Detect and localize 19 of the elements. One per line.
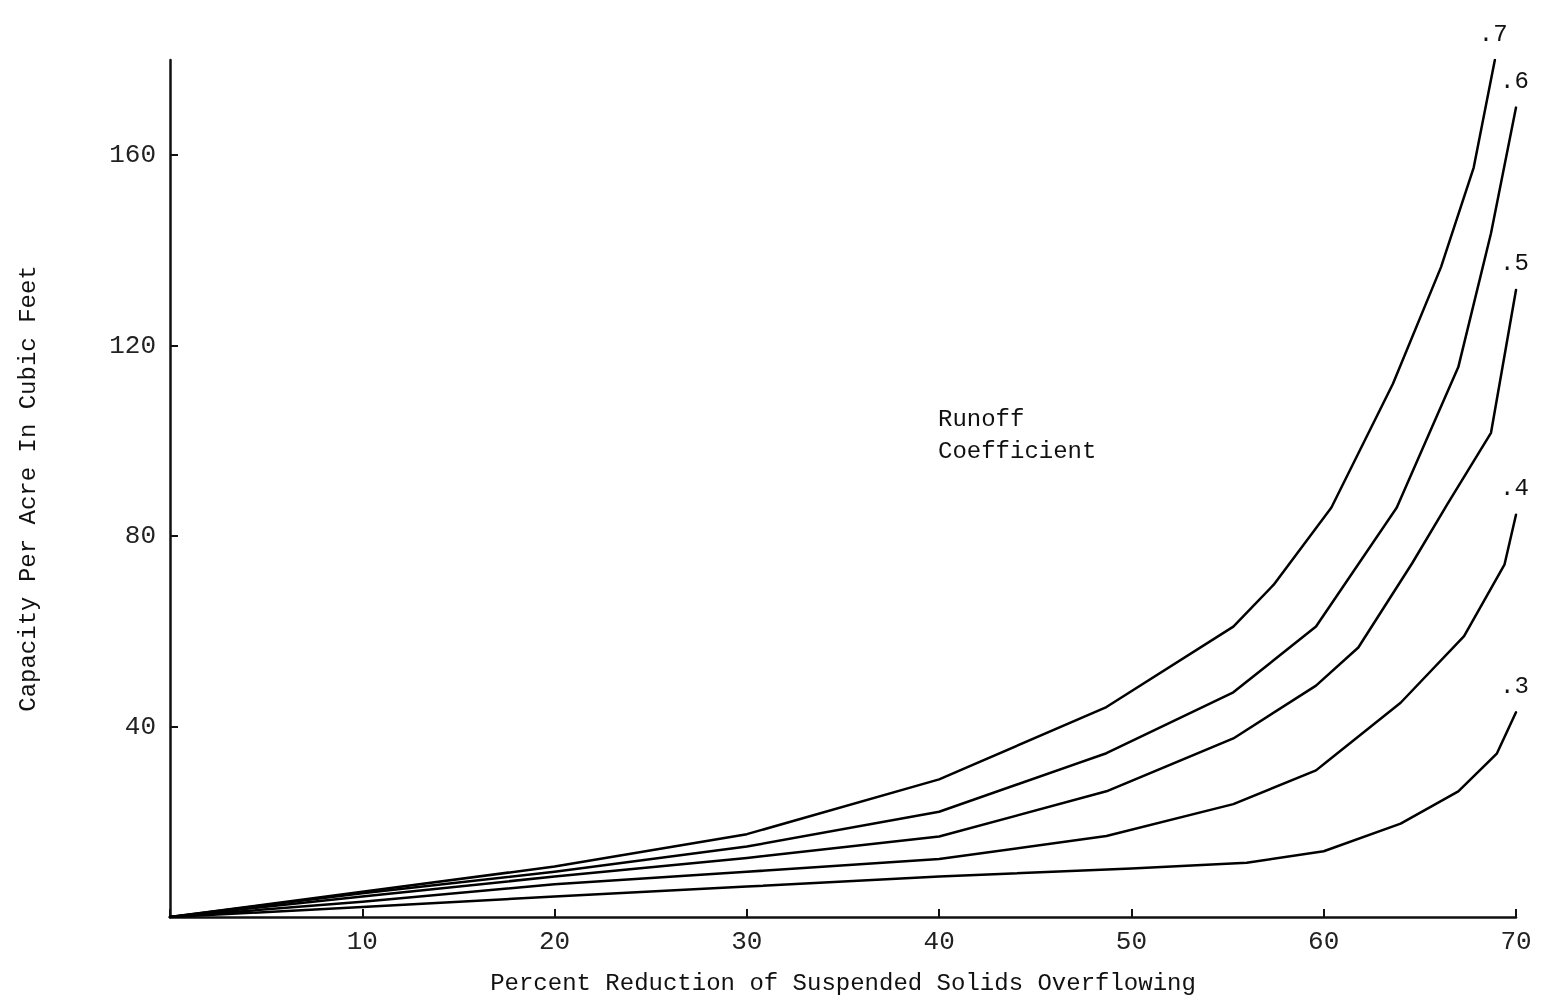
series-label: .3 — [1500, 672, 1529, 700]
y-axis-title: Capacity Per Acre In Cubic Feet — [14, 265, 42, 712]
x-tick-label: 50 — [1115, 927, 1148, 957]
annotation: Runoff Coefficient — [938, 405, 1097, 465]
x-tick-label: 10 — [346, 927, 378, 957]
y-tick-label: 120 — [109, 330, 156, 361]
x-axis-title: Percent Reduction of Suspended Solids Overflowing — [490, 969, 1196, 997]
x-tick-label: 20 — [538, 927, 571, 957]
x-tick-label: 60 — [1308, 927, 1340, 957]
x-tick-label: 40 — [923, 927, 955, 957]
series-label: .7 — [1478, 20, 1508, 48]
series-label: .4 — [1500, 475, 1529, 503]
x-tick-label: 70 — [1500, 927, 1532, 957]
y-tick-label: 80 — [124, 521, 156, 552]
series-label: .6 — [1500, 68, 1529, 96]
y-tick-label: 40 — [124, 711, 156, 742]
y-tick-label: 160 — [109, 140, 156, 171]
series-label: .5 — [1500, 250, 1529, 278]
x-tick-label: 30 — [731, 927, 763, 957]
